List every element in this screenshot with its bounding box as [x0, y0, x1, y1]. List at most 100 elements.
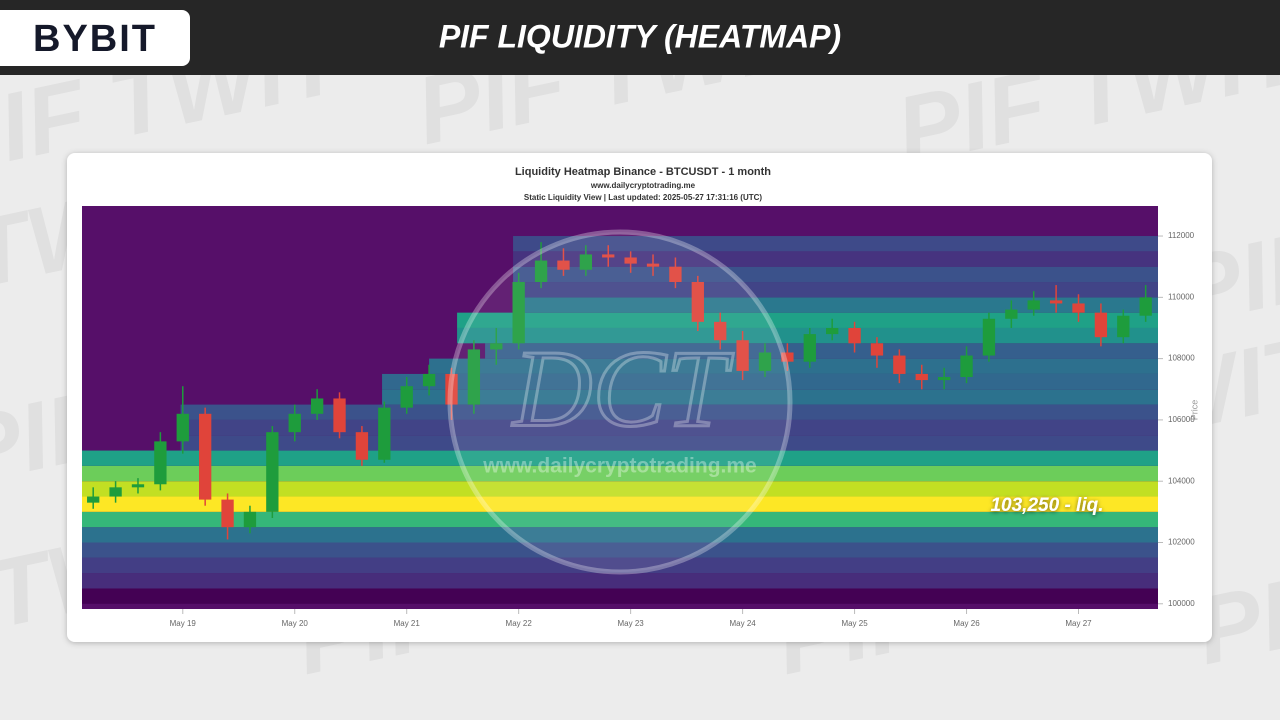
y-tick-label: 100000 [1168, 599, 1195, 608]
candle-body [982, 318, 996, 356]
candle-body [826, 327, 839, 335]
candle-body [915, 373, 928, 381]
candle-body [1139, 297, 1152, 316]
candle-body [333, 398, 346, 433]
liquidity-band [82, 511, 1158, 528]
x-tick-label: May 23 [618, 619, 645, 628]
liquidity-band [180, 419, 1158, 436]
candle-body [1117, 315, 1130, 338]
candle-body [758, 352, 772, 371]
x-tick-label: May 22 [506, 619, 533, 628]
x-tick-label: May 25 [841, 619, 868, 628]
header-bar [0, 0, 1280, 75]
candle-body [266, 432, 279, 512]
candle-body [893, 355, 906, 374]
candle-body [1005, 309, 1018, 319]
chart-subtitle: www.dailycryptotrading.me [590, 181, 696, 190]
candle-body [602, 254, 615, 258]
liquidity-band [513, 282, 1158, 298]
candle-body [803, 334, 816, 362]
candle-body [422, 373, 436, 387]
candle-body [288, 413, 301, 433]
candle-body [960, 355, 973, 378]
candle-body [490, 343, 503, 350]
liquidity-band [180, 435, 1158, 451]
y-axis-label: Price [1189, 400, 1199, 421]
candle-body [243, 511, 257, 528]
y-tick-label: 108000 [1168, 354, 1195, 363]
overlay: DCT www.dailycryptotrading.me 103,250 - … [447, 229, 1104, 575]
x-tick-label: May 24 [729, 619, 756, 628]
candle-body [646, 263, 660, 267]
candle-body [736, 340, 749, 371]
liquidity-band [382, 389, 1158, 405]
candle-body [870, 343, 884, 356]
candle-body [467, 349, 481, 405]
watermark-url: www.dailycryptotrading.me [482, 455, 756, 478]
liquidity-band [82, 496, 1158, 512]
candle-body [1094, 312, 1108, 338]
candle-body [1027, 300, 1040, 310]
liquidity-band [180, 404, 1158, 420]
candle-body [848, 327, 861, 344]
candle-body [400, 386, 413, 408]
candle-body [445, 373, 458, 405]
candle-body [310, 398, 324, 414]
logo: BYBIT [33, 18, 157, 60]
candle-body [221, 499, 234, 528]
candle-body [199, 413, 212, 500]
liquidity-band [82, 573, 1158, 589]
candle-body [781, 352, 794, 362]
candle-body [131, 484, 145, 488]
candle-body [624, 257, 637, 264]
candle-body [1072, 303, 1085, 313]
liquidity-band [82, 542, 1158, 558]
candle-body [355, 432, 369, 460]
logo-box [0, 10, 190, 66]
liquidity-band [513, 236, 1158, 252]
liquidity-band [82, 481, 1158, 497]
x-tick-label: May 19 [170, 619, 197, 628]
y-tick-label: 104000 [1168, 476, 1195, 485]
page-title: PIF LIQUIDITY (HEATMAP) [439, 18, 841, 54]
candle-body [87, 496, 100, 503]
x-tick-label: May 26 [953, 619, 980, 628]
candle-body [937, 377, 951, 381]
plot-area [82, 206, 1158, 609]
liquidity-band [82, 450, 1158, 466]
candle-body [579, 254, 593, 270]
candle-body [691, 282, 704, 322]
candle-body [1049, 300, 1063, 304]
annotation: 103,250 - liq. [990, 495, 1103, 516]
x-tick-label: May 20 [282, 619, 309, 628]
candle-body [669, 266, 682, 283]
candle-body [109, 487, 122, 497]
liquidity-band [82, 527, 1158, 543]
candle-body [512, 282, 525, 344]
candle-body [534, 260, 548, 283]
candle-body [176, 413, 189, 442]
liquidity-band [429, 358, 1158, 374]
y-tick-label: 110000 [1168, 292, 1195, 301]
candle-body [557, 260, 570, 270]
x-tick-label: May 27 [1065, 619, 1092, 628]
liquidity-band [82, 588, 1158, 604]
y-tick-label: 102000 [1168, 538, 1195, 547]
watermark-circle [447, 229, 793, 575]
candle-body [378, 407, 391, 460]
watermark-logo: DCT [511, 327, 734, 449]
liquidity-band [382, 373, 1158, 390]
liquidity-band [513, 251, 1158, 267]
liquidity-band [82, 465, 1158, 482]
y-tick-label: 112000 [1168, 231, 1195, 240]
liquidity-band [513, 297, 1158, 313]
candle-body [154, 441, 167, 485]
chart-note: Static Liquidity View | Last updated: 20… [524, 193, 762, 202]
y-tick-label: 106000 [1168, 415, 1195, 424]
chart-title: Liquidity Heatmap Binance - BTCUSDT - 1 … [515, 166, 771, 178]
liquidity-band [82, 557, 1158, 574]
candle-body [714, 321, 727, 341]
x-tick-label: May 21 [394, 619, 421, 628]
